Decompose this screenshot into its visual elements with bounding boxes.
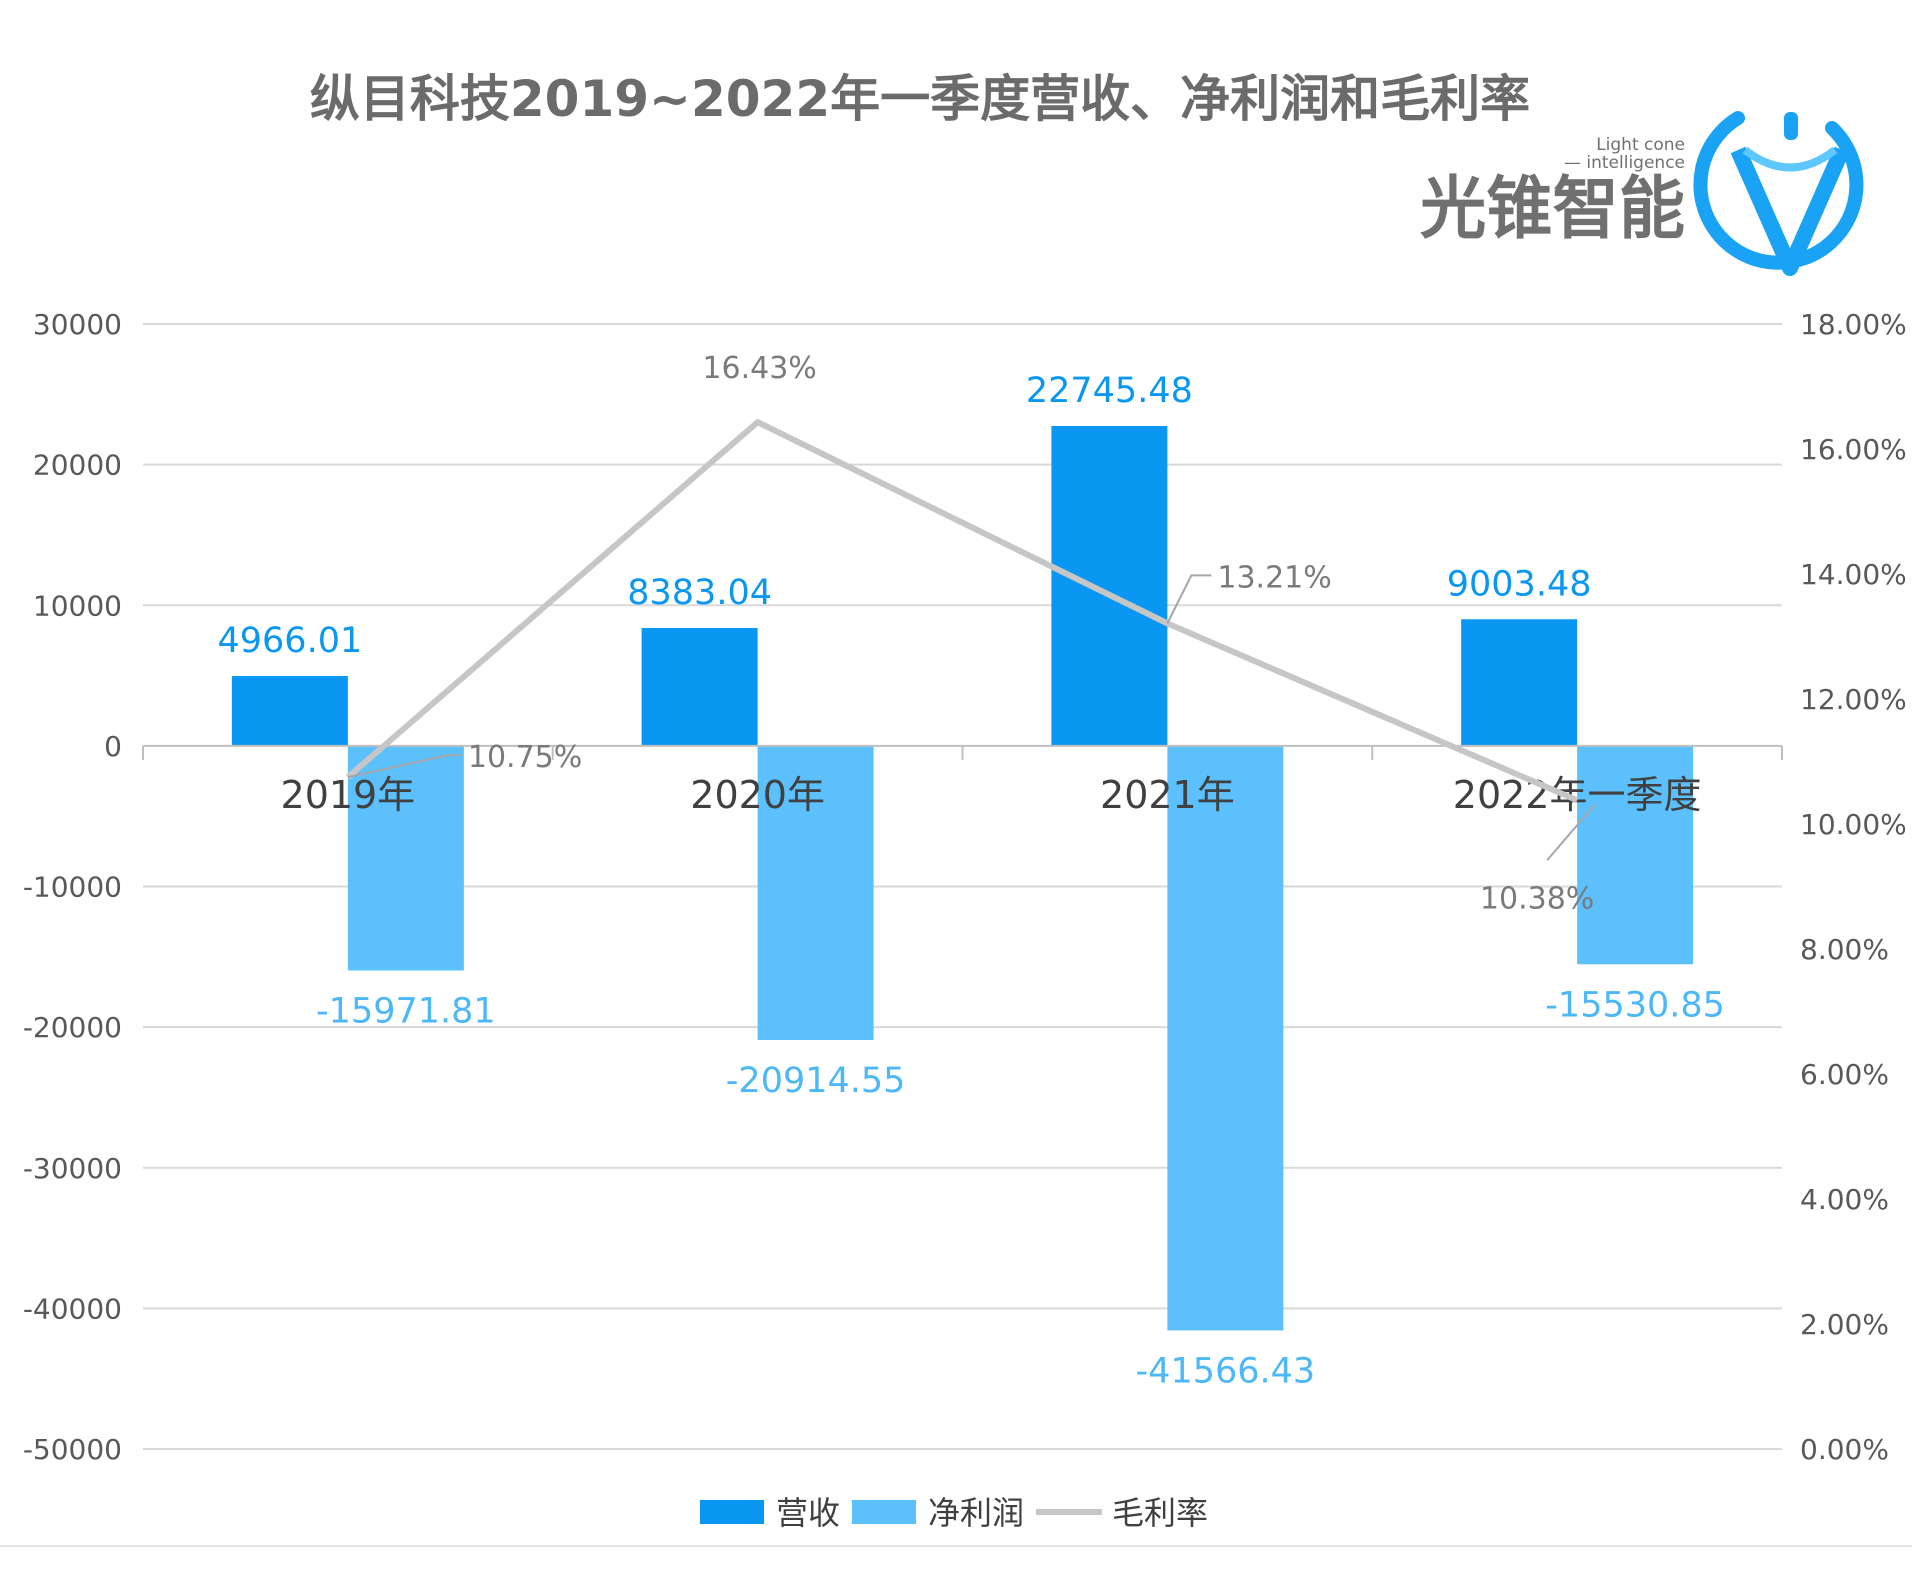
category-labels: 2019年 2020年 2021年 2022年一季度 <box>281 773 1702 817</box>
gross-margin-line <box>345 419 1579 804</box>
legend-label-gross-margin: 毛利率 <box>1112 1494 1208 1532</box>
bar-revenue <box>641 627 758 746</box>
category-label: 2022年一季度 <box>1453 773 1702 817</box>
right-tick-label: 6.00% <box>1800 1058 1889 1091</box>
logo-wordmark: 光锥智能 <box>1420 170 1685 249</box>
category-label: 2019年 <box>281 773 416 817</box>
right-tick-label: 12.00% <box>1800 683 1907 716</box>
left-axis: 30000 20000 10000 0 -10000 -20000 -30000 -40000… <box>23 308 122 1466</box>
leader-line <box>1546 803 1596 861</box>
right-tick-label: 4.00% <box>1800 1183 1889 1216</box>
bar-net-profit <box>1167 745 1284 1331</box>
category-label: 2021年 <box>1100 773 1235 817</box>
left-tick-label: -30000 <box>23 1152 122 1185</box>
left-tick-label: 0 <box>104 730 122 763</box>
data-label-revenue: 4966.01 <box>218 621 363 661</box>
data-label-net-profit: -20914.55 <box>726 1061 906 1101</box>
data-label-net-profit: -15530.85 <box>1545 985 1725 1025</box>
data-label-gross-margin: 10.38% <box>1480 881 1594 916</box>
gridlines <box>143 323 1782 1450</box>
chart-title: 纵目科技2019~2022年一季度营收、净利润和毛利率 <box>310 70 1530 128</box>
data-label-gross-margin: 13.21% <box>1217 560 1331 595</box>
logo-mark-icon <box>1693 111 1864 276</box>
right-tick-label: 10.00% <box>1800 808 1907 841</box>
left-tick-label: -20000 <box>23 1011 122 1044</box>
right-tick-label: 14.00% <box>1800 558 1907 591</box>
data-label-net-profit: -41566.43 <box>1136 1351 1316 1391</box>
bars <box>231 426 1694 1331</box>
bar-net-profit <box>757 745 874 1040</box>
bar-revenue <box>1461 619 1578 746</box>
logo-tagline-2: — intelligence <box>1564 153 1685 173</box>
right-tick-label: 2.00% <box>1800 1308 1889 1341</box>
legend-swatch-net-profit <box>852 1500 916 1524</box>
data-label-gross-margin: 16.43% <box>702 351 816 386</box>
left-tick-label: -40000 <box>23 1292 122 1325</box>
left-tick-label: 10000 <box>33 589 122 622</box>
logo: Light cone — intelligence 光锥智能 <box>1420 111 1864 276</box>
bar-revenue <box>231 676 348 746</box>
right-tick-label: 0.00% <box>1800 1433 1889 1466</box>
left-tick-label: -10000 <box>23 871 122 904</box>
leader-line <box>347 754 462 779</box>
left-tick-label: 20000 <box>33 449 122 482</box>
legend-label-revenue: 营收 <box>776 1494 840 1532</box>
data-label-net-profit: -15971.81 <box>316 991 496 1031</box>
line-gross-margin <box>345 419 1579 804</box>
data-label-revenue: 8383.04 <box>627 573 772 613</box>
right-tick-label: 8.00% <box>1800 933 1889 966</box>
bar-revenue <box>1051 426 1168 746</box>
left-tick-label: 30000 <box>33 308 122 341</box>
bar-net-profit <box>1577 745 1694 965</box>
legend-swatch-revenue <box>700 1500 764 1524</box>
leader-line <box>1166 574 1212 624</box>
data-label-gross-margin: 10.75% <box>468 740 582 775</box>
left-tick-label: -50000 <box>23 1433 122 1466</box>
right-axis: 18.00% 16.00% 14.00% 12.00% 10.00% 8.00% 6.00%… <box>1800 308 1907 1466</box>
data-label-revenue: 9003.48 <box>1447 564 1592 604</box>
category-label: 2020年 <box>690 773 825 817</box>
bar-net-profit <box>347 745 464 971</box>
right-tick-label: 16.00% <box>1800 433 1907 466</box>
legend: 营收 净利润 毛利率 <box>700 1494 1208 1532</box>
right-tick-label: 18.00% <box>1800 308 1907 341</box>
category-axis <box>142 744 1783 760</box>
legend-label-net-profit: 净利润 <box>928 1494 1024 1532</box>
logo-tagline-1: Light cone <box>1596 135 1685 155</box>
data-labels: 4966.01 -15971.81 8383.04 -20914.55 22745.48… <box>218 351 1725 1391</box>
data-label-revenue: 22745.48 <box>1026 371 1193 411</box>
